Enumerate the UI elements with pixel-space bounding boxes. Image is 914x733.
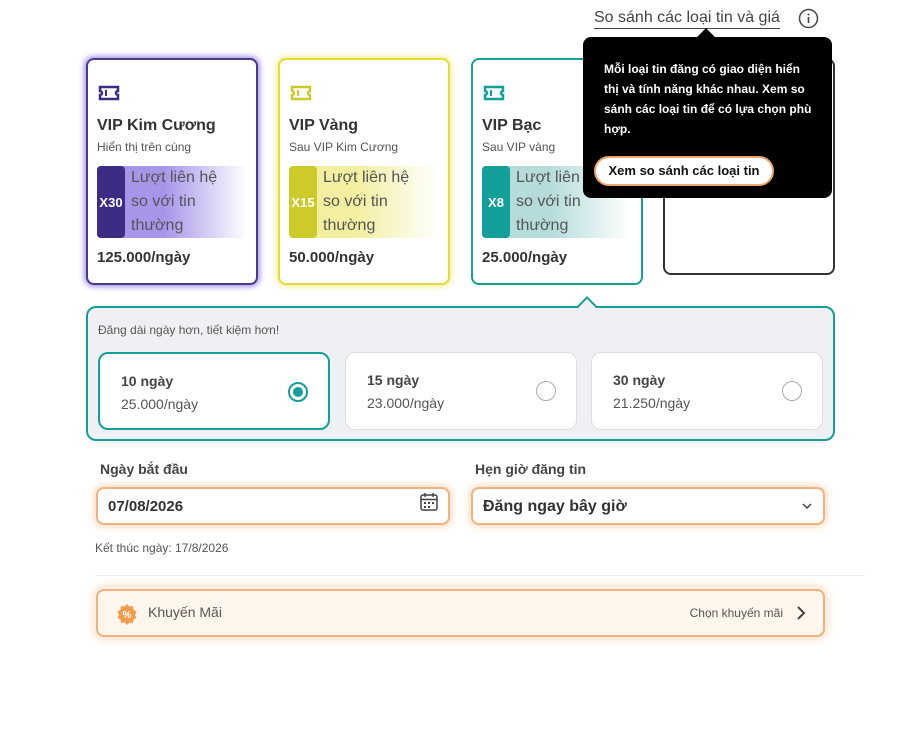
schedule-value: Đăng ngay bây giờ [483, 498, 627, 515]
listing-name: VIP Vàng [289, 117, 359, 134]
boost-text: Lượt liên hệ so với tin thường [323, 169, 410, 234]
promotion-action[interactable]: Chọn khuyến mãi [689, 606, 783, 620]
panel-notch [577, 296, 597, 316]
listing-subtitle: Sau VIP Kim Cương [289, 140, 399, 154]
listing-name: VIP Bạc [482, 117, 542, 134]
ticket-icon [483, 84, 505, 107]
listing-price: 25.000/ngày [482, 249, 568, 266]
option-price: 25.000/ngày [121, 396, 199, 412]
schedule-label: Hẹn giờ đăng tin [475, 461, 587, 477]
end-date: Kết thúc ngày: 17/8/2026 [95, 541, 229, 555]
radio-button[interactable] [536, 381, 556, 401]
option-days: 30 ngày [613, 372, 666, 388]
schedule-select[interactable]: Đăng ngay bây giờ [471, 487, 825, 525]
listing-price: 50.000/ngày [289, 249, 375, 266]
radio-button[interactable] [782, 381, 802, 401]
boost-band: X15 Lượt liên hệ so với tin thường [289, 166, 439, 238]
multiplier-badge: X15 [289, 166, 317, 238]
chevron-right [797, 606, 806, 620]
duration-option[interactable]: 15 ngày 23.000/ngày [345, 352, 577, 430]
start-date-value: 07/08/2026 [108, 498, 184, 515]
listing-subtitle: Hiển thị trên cùng [97, 140, 192, 154]
boost-text: Lượt liên hệ so với tin thường [131, 169, 218, 234]
svg-text:%: % [123, 610, 132, 621]
compare-button[interactable]: Xem so sánh các loại tin [594, 156, 774, 186]
listing-name: VIP Kim Cương [97, 117, 216, 134]
chevron-down [802, 503, 812, 510]
option-price: 21.250/ngày [613, 395, 691, 411]
calendar-icon[interactable] [419, 492, 439, 512]
multiplier-badge: X8 [482, 166, 510, 238]
compare-link[interactable]: So sánh các loại tin và giá [594, 9, 780, 29]
start-date-input[interactable]: 07/08/2026 [96, 487, 450, 525]
promotion-row[interactable]: % Khuyến Mãi Chọn khuyến mãi [96, 589, 825, 637]
radio-button[interactable] [288, 382, 308, 402]
tooltip-arrow [696, 28, 716, 48]
ticket-icon [290, 84, 312, 107]
duration-option[interactable]: 30 ngày 21.250/ngày [591, 352, 823, 430]
option-price: 23.000/ngày [367, 395, 445, 411]
multiplier-badge: X30 [97, 166, 125, 238]
duration-hint: Đăng dài ngày hơn, tiết kiệm hơn! [98, 323, 280, 337]
start-date-label: Ngày bắt đầu [100, 461, 188, 477]
ticket-icon [98, 84, 120, 107]
tooltip-text: Mỗi loại tin đăng có giao diện hiển thị … [604, 62, 812, 136]
boost-text: Lượt liên hệ so với tin thường [516, 169, 603, 234]
divider [95, 575, 865, 576]
listing-price: 125.000/ngày [97, 249, 191, 266]
listing-card[interactable]: VIP Kim Cương Hiển thị trên cùng X30 Lượt l… [86, 58, 258, 285]
info-icon[interactable] [798, 8, 819, 29]
listing-card[interactable]: VIP Vàng Sau VIP Kim Cương X15 Lượt liên hệ… [278, 58, 450, 285]
boost-band: X30 Lượt liên hệ so với tin thường [97, 166, 247, 238]
duration-option[interactable]: 10 ngày 25.000/ngày [98, 352, 330, 430]
listing-subtitle: Sau VIP vàng [482, 140, 556, 154]
promo-icon: % [117, 604, 137, 625]
option-days: 15 ngày [367, 372, 420, 388]
tooltip: Mỗi loại tin đăng có giao diện hiển thị … [583, 28, 832, 198]
promotion-label: Khuyến Mãi [148, 604, 222, 620]
option-days: 10 ngày [121, 373, 174, 389]
